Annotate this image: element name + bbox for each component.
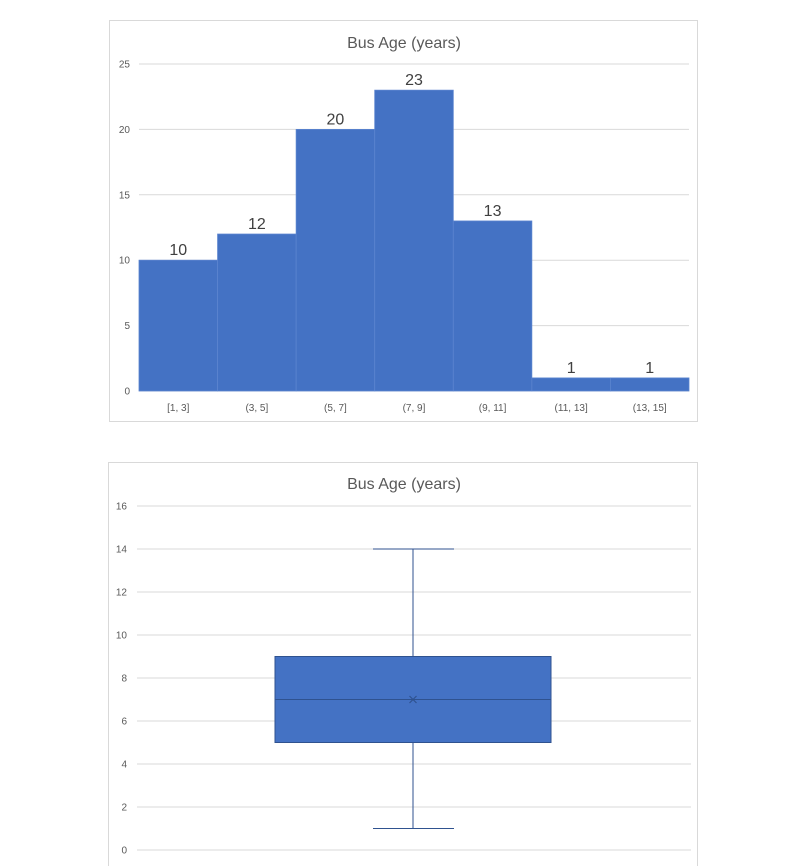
x-tick-label: (7, 9] xyxy=(403,403,426,414)
bar-data-label: 13 xyxy=(484,203,502,220)
histogram-bar xyxy=(138,259,218,392)
boxplot-title: Bus Age (years) xyxy=(347,476,461,493)
y-tick-label: 5 xyxy=(124,321,130,332)
y-tick-label: 14 xyxy=(116,545,128,556)
x-tick-label: (5, 7] xyxy=(324,403,347,414)
y-tick-label: 0 xyxy=(124,387,130,398)
y-tick-label: 16 xyxy=(116,502,128,513)
y-tick-label: 15 xyxy=(119,190,131,201)
x-tick-label: (13, 15] xyxy=(633,403,667,414)
histogram-x-axis: [1, 3] (3, 5] (5, 7] (7, 9] (9, 11] (11, 13] (… xyxy=(167,403,667,414)
y-tick-label: 20 xyxy=(119,125,131,136)
y-tick-label: 0 xyxy=(121,846,127,857)
y-tick-label: 4 xyxy=(121,760,127,771)
y-tick-label: 6 xyxy=(121,717,127,728)
y-tick-label: 10 xyxy=(116,631,128,642)
histogram-bar xyxy=(295,129,376,392)
bar-data-label: 23 xyxy=(405,72,423,89)
bar-data-label: 20 xyxy=(327,111,345,128)
histogram-bar xyxy=(452,220,533,392)
bar-data-label: 10 xyxy=(169,242,187,259)
histogram-y-axis: 0 5 10 15 20 25 xyxy=(119,60,131,398)
histogram-chart: Bus Age (years) 0 5 10 15 20 25 10 12 20 23 13 1 1 … xyxy=(109,20,698,422)
histogram-title: Bus Age (years) xyxy=(347,35,461,52)
x-tick-label: (3, 5] xyxy=(245,403,268,414)
histogram-bars xyxy=(138,89,690,392)
histogram-data-labels: 10 12 20 23 13 1 1 xyxy=(169,72,654,377)
bar-data-label: 12 xyxy=(248,216,266,233)
y-tick-label: 25 xyxy=(119,60,131,71)
x-tick-label: (11, 13] xyxy=(555,403,588,414)
y-tick-label: 10 xyxy=(119,256,131,267)
bar-data-label: 1 xyxy=(567,360,576,377)
x-tick-label: [1, 3] xyxy=(167,403,189,414)
y-tick-label: 8 xyxy=(121,674,127,685)
boxplot-marks xyxy=(274,548,552,829)
boxplot-y-axis: 0 2 4 6 8 10 12 14 16 xyxy=(116,502,128,857)
mean-marker xyxy=(409,695,417,704)
boxplot-svg: Bus Age (years) 0 2 4 6 8 10 12 14 16 xyxy=(116,476,691,857)
boxplot-gridlines xyxy=(137,505,691,851)
boxplot-chart: Bus Age (years) 0 2 4 6 8 10 12 14 16 xyxy=(108,462,698,866)
histogram-bar xyxy=(374,89,454,392)
histogram-bar xyxy=(217,233,297,392)
histogram-bar xyxy=(610,377,690,392)
y-tick-label: 12 xyxy=(116,588,128,599)
y-tick-label: 2 xyxy=(121,803,127,814)
x-tick-label: (9, 11] xyxy=(479,403,507,414)
histogram-bar xyxy=(531,377,611,392)
bar-data-label: 1 xyxy=(645,360,654,377)
